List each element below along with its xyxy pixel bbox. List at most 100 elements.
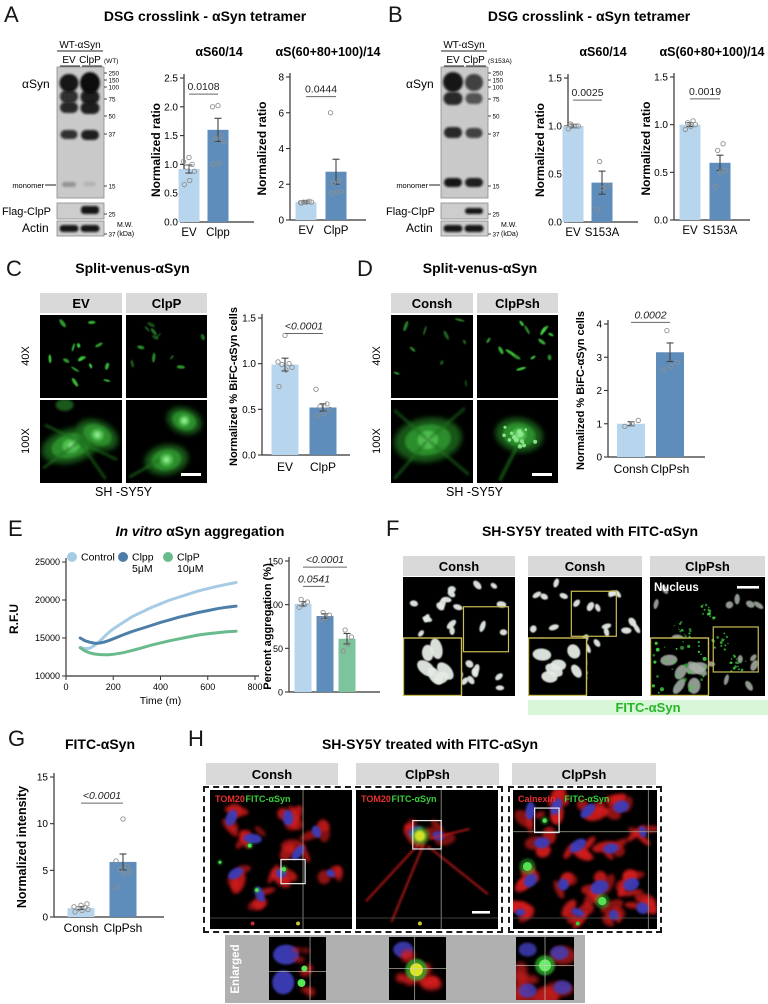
- svg-text:0.0444: 0.0444: [305, 84, 337, 96]
- svg-text:0.0002: 0.0002: [634, 309, 666, 321]
- svg-text:ClpP: ClpP: [310, 460, 336, 474]
- svg-text:0.0019: 0.0019: [689, 86, 721, 98]
- panel-e-title-rest: αSyn aggregation: [162, 523, 285, 539]
- svg-text:TOM20: TOM20: [361, 794, 391, 804]
- bar-ClpP: [309, 407, 337, 455]
- svg-text:5μM: 5μM: [132, 563, 153, 575]
- bar-EV: [178, 169, 200, 222]
- svg-text:Normalized ratio: Normalized ratio: [149, 103, 163, 197]
- svg-text:250: 250: [493, 70, 504, 77]
- svg-text:4: 4: [596, 320, 602, 331]
- svg-text:0.0: 0.0: [548, 218, 562, 229]
- svg-text:Normalized ratio: Normalized ratio: [640, 101, 653, 195]
- svg-text:ClpP: ClpP: [177, 552, 200, 564]
- panel-d-label: D: [357, 256, 373, 281]
- panel-e-title-italic: In vitro: [115, 523, 163, 539]
- svg-text:4: 4: [278, 144, 284, 155]
- svg-text:0: 0: [63, 682, 68, 692]
- svg-text:250: 250: [109, 70, 120, 77]
- panel-c-row-40x: 40X: [20, 346, 32, 366]
- svg-text:αSyn: αSyn: [22, 77, 50, 91]
- svg-text:15: 15: [493, 183, 501, 190]
- svg-text:15: 15: [37, 773, 49, 784]
- panel-f-header-clppsh: ClpPsh: [650, 556, 765, 576]
- svg-text:1.0: 1.0: [548, 122, 562, 133]
- panel-c-chart-bifc: Normalized % BiFC-αSyn cells 0.0 0.5 1.0 1.5…: [228, 296, 386, 500]
- svg-text:1.0: 1.0: [654, 120, 668, 131]
- svg-text:2: 2: [278, 180, 284, 191]
- svg-text:1.5: 1.5: [654, 73, 668, 84]
- panel-h-header-clppsh-1: ClpPsh: [356, 763, 499, 785]
- svg-text:200: 200: [106, 682, 121, 692]
- svg-text:FITC-αSyn: FITC-αSyn: [246, 794, 291, 804]
- svg-text:0.5: 0.5: [164, 189, 178, 200]
- bar-Clpp: [207, 129, 229, 222]
- svg-text:50: 50: [273, 644, 283, 654]
- panel-h-enlarged-1: [269, 937, 326, 1000]
- panel-h-enlarged-3: [516, 937, 574, 1000]
- panel-h-enlarged-2: [389, 937, 446, 1000]
- svg-text:<0.0001: <0.0001: [83, 790, 121, 802]
- svg-text:TOM20: TOM20: [215, 794, 245, 804]
- panel-a-chart-as60-14: αS60/14 Normalized ratio 0.0 0.5 1.0 1.5 2.0 2.…: [148, 44, 260, 246]
- svg-text:FITC-αSyn: FITC-αSyn: [392, 794, 437, 804]
- svg-text:Time (m): Time (m): [140, 695, 182, 707]
- svg-text:R.F.U: R.F.U: [8, 604, 21, 634]
- svg-text:150: 150: [493, 77, 504, 84]
- svg-text:0.5: 0.5: [242, 405, 256, 416]
- panel-a-chart-as-sum-14: αS(60+80+100)/14 Normalized ratio 0 2 4 6 8 EV C…: [256, 44, 384, 246]
- svg-text:37: 37: [493, 131, 501, 138]
- svg-text:1.5: 1.5: [164, 131, 178, 142]
- svg-text:0: 0: [596, 453, 602, 464]
- svg-text:10μM: 10μM: [177, 563, 203, 575]
- svg-text:150: 150: [109, 77, 120, 84]
- svg-text:Consh: Consh: [64, 921, 99, 935]
- svg-text:2.0: 2.0: [164, 102, 178, 113]
- panel-f-fitc-label-bar: FITC-αSyn: [528, 700, 768, 715]
- svg-text:S153A: S153A: [585, 227, 620, 239]
- svg-text:150: 150: [268, 557, 283, 567]
- svg-text:10: 10: [37, 819, 49, 830]
- panel-b-western-blot: WT-αSyn EV ClpP (S153A) 250 150 100 75 50 37 15 αSy…: [384, 30, 544, 250]
- bar-EV: [679, 124, 701, 220]
- svg-text:0.0: 0.0: [242, 451, 256, 462]
- svg-text:Nucleus: Nucleus: [654, 582, 699, 594]
- svg-text:(S153A): (S153A): [488, 58, 512, 65]
- svg-text:ClpPsh: ClpPsh: [651, 462, 690, 476]
- svg-text:Flag-ClpP: Flag-ClpP: [2, 206, 51, 218]
- panel-c-image-ev-40x: [40, 315, 122, 398]
- svg-text:(WT): (WT): [104, 58, 118, 65]
- panel-d-image-clppsh-40x: [477, 315, 558, 398]
- bar-EV: [562, 126, 584, 222]
- svg-text:<0.0001: <0.0001: [306, 554, 344, 566]
- panel-f-image-consh-2: [528, 577, 642, 696]
- svg-text:0.0: 0.0: [164, 218, 178, 229]
- svg-text:Actin: Actin: [406, 221, 433, 235]
- panel-c-label: C: [6, 256, 22, 281]
- svg-text:15: 15: [109, 183, 117, 190]
- svg-text:100: 100: [493, 84, 504, 91]
- svg-text:Normalized intensity: Normalized intensity: [15, 786, 29, 908]
- svg-text:Control: Control: [81, 552, 115, 564]
- svg-text:25: 25: [109, 211, 117, 218]
- svg-text:M.W.: M.W.: [117, 222, 133, 229]
- panel-d-header-clppsh: ClpPsh: [477, 293, 558, 313]
- svg-text:(kDa): (kDa): [117, 231, 134, 238]
- svg-text:0: 0: [278, 688, 283, 698]
- svg-text:20000: 20000: [35, 595, 60, 605]
- bar-ClpPsh: [656, 352, 684, 457]
- svg-text:EV: EV: [62, 55, 76, 66]
- svg-text:αS(60+80+100)/14: αS(60+80+100)/14: [276, 45, 381, 59]
- svg-text:M.W.: M.W.: [501, 222, 517, 229]
- svg-text:3: 3: [596, 353, 602, 364]
- bar-ClpP: [325, 171, 347, 220]
- panel-h-dashed-box-1: [203, 786, 503, 933]
- panel-e-line-chart: 10000 15000 20000 25000 0 200 400 600 800 Time (m…: [8, 543, 270, 713]
- svg-text:FITC-αSyn: FITC-αSyn: [564, 794, 609, 804]
- svg-text:Normalized ratio: Normalized ratio: [256, 101, 269, 195]
- svg-text:Clpp: Clpp: [206, 227, 230, 239]
- panel-c-image-clpp-100x: [126, 400, 207, 483]
- svg-text:EV: EV: [181, 227, 197, 239]
- svg-text:ClpP: ClpP: [324, 225, 349, 237]
- svg-text:8: 8: [278, 73, 284, 84]
